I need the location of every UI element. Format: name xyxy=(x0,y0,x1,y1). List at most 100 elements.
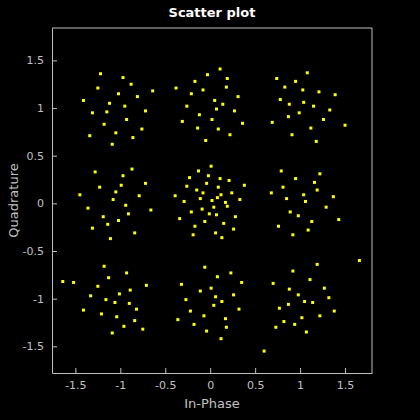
point xyxy=(72,281,75,284)
tick: 1 xyxy=(297,368,304,392)
point xyxy=(117,92,120,95)
point xyxy=(96,87,99,90)
point xyxy=(309,127,312,130)
point xyxy=(214,295,217,298)
point xyxy=(86,207,89,210)
point xyxy=(78,193,81,196)
point xyxy=(323,287,326,290)
point xyxy=(133,319,136,322)
point xyxy=(94,170,97,173)
point xyxy=(118,292,121,295)
x-axis: -1.5-1-0.500.511.5 xyxy=(53,368,373,392)
tick-label: -0.5 xyxy=(23,245,44,258)
point xyxy=(282,186,285,189)
point xyxy=(195,189,198,192)
point xyxy=(279,98,282,101)
point xyxy=(332,195,335,198)
point xyxy=(122,325,125,328)
point xyxy=(88,134,91,137)
point xyxy=(174,194,177,197)
tick-mark xyxy=(52,203,57,204)
point xyxy=(263,350,266,353)
title: Scatter plot xyxy=(169,5,256,20)
point xyxy=(287,115,290,118)
point xyxy=(100,312,103,315)
point xyxy=(89,294,92,297)
point xyxy=(127,212,130,215)
point xyxy=(208,212,211,215)
point xyxy=(109,237,112,240)
point xyxy=(226,205,229,208)
point xyxy=(274,326,277,329)
point xyxy=(328,108,331,111)
plot-area: -1.5-1-0.500.511.5-1.5-1-0.500.511.5 xyxy=(23,28,373,392)
point xyxy=(188,176,191,179)
point xyxy=(202,191,205,194)
point xyxy=(318,314,321,317)
point xyxy=(298,111,301,114)
tick: -1 xyxy=(115,368,126,392)
point xyxy=(333,310,336,313)
point xyxy=(337,218,340,221)
point xyxy=(297,214,300,217)
point xyxy=(108,102,111,105)
tick-label: 1.5 xyxy=(27,54,45,67)
x-axis-line xyxy=(53,373,373,374)
point xyxy=(113,301,116,304)
point xyxy=(136,95,139,98)
tick: 0.5 xyxy=(27,150,58,163)
point xyxy=(117,219,120,222)
tick: -0.5 xyxy=(23,245,57,258)
point xyxy=(107,276,110,279)
y-axis-title: Quadrature xyxy=(6,163,21,237)
y-axis-line xyxy=(52,29,53,374)
point xyxy=(103,123,106,126)
tick-label: -1.5 xyxy=(65,379,86,392)
point xyxy=(228,133,231,136)
tick-mark xyxy=(255,368,256,373)
point xyxy=(291,270,294,273)
point xyxy=(230,191,233,194)
point xyxy=(291,233,294,236)
point xyxy=(82,99,85,102)
point xyxy=(205,182,208,185)
point xyxy=(315,140,318,143)
chart: -1.5-1-0.500.511.5-1.5-1-0.500.511.5Scat… xyxy=(0,0,420,420)
point xyxy=(305,331,308,334)
point xyxy=(122,76,125,79)
point xyxy=(225,326,228,329)
point xyxy=(199,290,202,293)
point xyxy=(111,143,114,146)
point xyxy=(222,222,225,225)
tick-mark xyxy=(52,299,57,300)
point xyxy=(277,225,280,228)
point xyxy=(120,184,123,187)
point xyxy=(224,317,227,320)
point xyxy=(302,101,305,104)
point xyxy=(203,220,206,223)
point xyxy=(180,283,183,286)
point xyxy=(111,331,114,334)
tick-mark xyxy=(52,251,57,252)
tick-mark xyxy=(210,368,211,373)
tick: 1.5 xyxy=(337,368,355,392)
point xyxy=(104,298,107,301)
tick-mark xyxy=(165,368,166,373)
point xyxy=(128,302,131,305)
point xyxy=(243,184,246,187)
points xyxy=(61,67,361,352)
point xyxy=(135,308,138,311)
point xyxy=(178,217,181,220)
point xyxy=(102,215,105,218)
point xyxy=(238,198,241,201)
tick: -1 xyxy=(33,293,57,306)
point xyxy=(224,201,227,204)
point xyxy=(237,95,240,98)
tick: -1.5 xyxy=(23,340,57,353)
tick-label: -1 xyxy=(115,379,126,392)
point xyxy=(217,186,220,189)
point xyxy=(316,263,319,266)
tick: 1 xyxy=(37,102,57,115)
point xyxy=(190,210,193,213)
point xyxy=(221,103,224,106)
